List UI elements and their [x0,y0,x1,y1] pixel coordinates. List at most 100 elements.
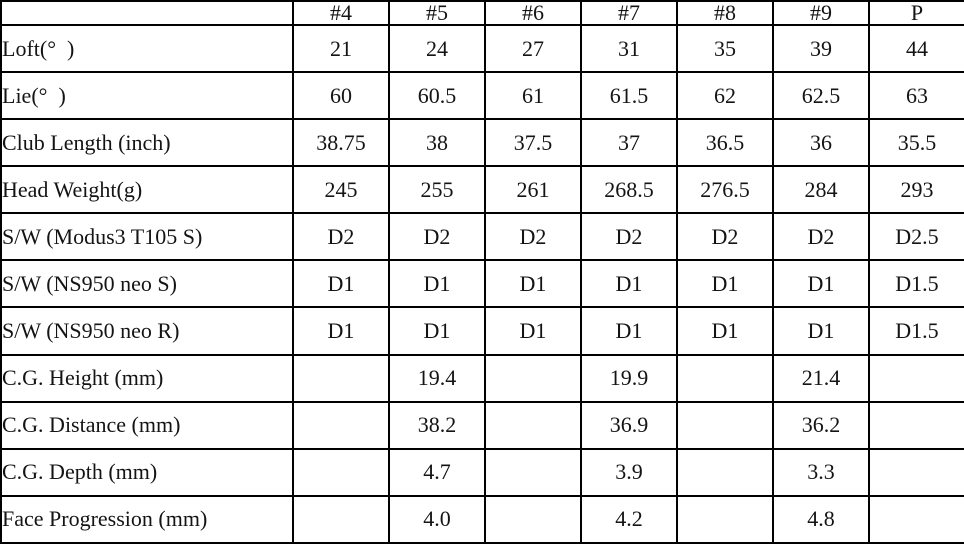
cell: 255 [388,165,486,215]
cell [868,447,964,497]
cell: 284 [772,165,870,215]
column-header-num6: #6 [484,0,582,26]
cell: 245 [292,165,390,215]
cell: 27 [484,23,582,74]
cell [292,353,390,403]
cell: D1 [388,306,486,356]
row-label: Face Progression (mm) [0,494,294,544]
column-header-num9: #9 [772,0,870,26]
cell: 61.5 [580,71,678,121]
cell: 37 [580,118,678,168]
cell: 21 [292,23,390,74]
table-row: C.G. Height (mm) 19.4 19.9 21.4 [0,353,964,403]
cell [292,494,390,544]
cell: 268.5 [580,165,678,215]
table-row: C.G. Depth (mm) 4.7 3.9 3.3 [0,447,964,497]
cell: 19.4 [388,353,486,403]
table-row: C.G. Distance (mm) 38.2 36.9 36.2 [0,400,964,450]
row-label: Lie(° ) [0,71,294,121]
cell: 60 [292,71,390,121]
cell [292,447,390,497]
cell: 39 [772,23,870,74]
cell: D2 [580,212,678,262]
cell: D1 [580,259,678,309]
cell [868,400,964,450]
cell: 35.5 [868,118,964,168]
cell [292,400,390,450]
cell: 38.75 [292,118,390,168]
cell: 3.9 [580,447,678,497]
column-header-num5: #5 [388,0,486,26]
cell [868,353,964,403]
cell: 62 [676,71,774,121]
cell: 61 [484,71,582,121]
cell: 4.7 [388,447,486,497]
table-row: Lie(° ) 60 60.5 61 61.5 62 62.5 63 [0,71,964,121]
cell: 35 [676,23,774,74]
cell: 36.5 [676,118,774,168]
cell: D1 [388,259,486,309]
cell [676,353,774,403]
cell: D2 [292,212,390,262]
cell: 293 [868,165,964,215]
cell: D2 [484,212,582,262]
cell: D1 [580,306,678,356]
cell: 38 [388,118,486,168]
row-label: S/W (Modus3 T105 S) [0,212,294,262]
table-row: Club Length (inch) 38.75 38 37.5 37 36.5 36 35.… [0,118,964,168]
cell: 19.9 [580,353,678,403]
cell [484,447,582,497]
cell: 31 [580,23,678,74]
cell: D2 [676,212,774,262]
row-label: Club Length (inch) [0,118,294,168]
row-label: C.G. Depth (mm) [0,447,294,497]
cell: D2 [772,212,870,262]
table-row: Head Weight(g) 245 255 261 268.5 276.5 284 293 [0,165,964,215]
cell: 62.5 [772,71,870,121]
row-label: Loft(° ) [0,23,294,74]
cell: 37.5 [484,118,582,168]
cell: D1 [676,259,774,309]
cell: 4.2 [580,494,678,544]
cell: D1 [292,259,390,309]
cell: 36.2 [772,400,870,450]
cell: 36.9 [580,400,678,450]
cell: D1 [676,306,774,356]
cell [868,494,964,544]
cell: 36 [772,118,870,168]
cell: D1.5 [868,306,964,356]
cell: D1 [484,306,582,356]
cell: D1 [772,259,870,309]
header-row: #4 #5 #6 #7 #8 #9 P [0,0,964,26]
cell [676,447,774,497]
row-label: S/W (NS950 neo R) [0,306,294,356]
cell [484,400,582,450]
cell: 21.4 [772,353,870,403]
table-row: S/W (Modus3 T105 S) D2 D2 D2 D2 D2 D2 D2.5 [0,212,964,262]
cell: 38.2 [388,400,486,450]
table-row: Face Progression (mm) 4.0 4.2 4.8 [0,494,964,544]
table-row: Loft(° ) 21 24 27 31 35 39 44 [0,23,964,74]
cell: D1 [292,306,390,356]
cell: 276.5 [676,165,774,215]
cell [484,353,582,403]
cell: 60.5 [388,71,486,121]
cell [676,400,774,450]
table-row: S/W (NS950 neo R) D1 D1 D1 D1 D1 D1 D1.5 [0,306,964,356]
cell: 63 [868,71,964,121]
row-label: C.G. Distance (mm) [0,400,294,450]
column-header-num7: #7 [580,0,678,26]
row-label: Head Weight(g) [0,165,294,215]
cell: 261 [484,165,582,215]
cell [676,494,774,544]
table-body: Loft(° ) 21 24 27 31 35 39 44 Lie(° ) 60 60.5 61 61.… [0,23,964,544]
table-row: S/W (NS950 neo S) D1 D1 D1 D1 D1 D1 D1.5 [0,259,964,309]
row-label: S/W (NS950 neo S) [0,259,294,309]
column-header-P: P [868,0,964,26]
cell: D2.5 [868,212,964,262]
cell: 24 [388,23,486,74]
cell: 4.0 [388,494,486,544]
cell: D1 [484,259,582,309]
row-label: C.G. Height (mm) [0,353,294,403]
